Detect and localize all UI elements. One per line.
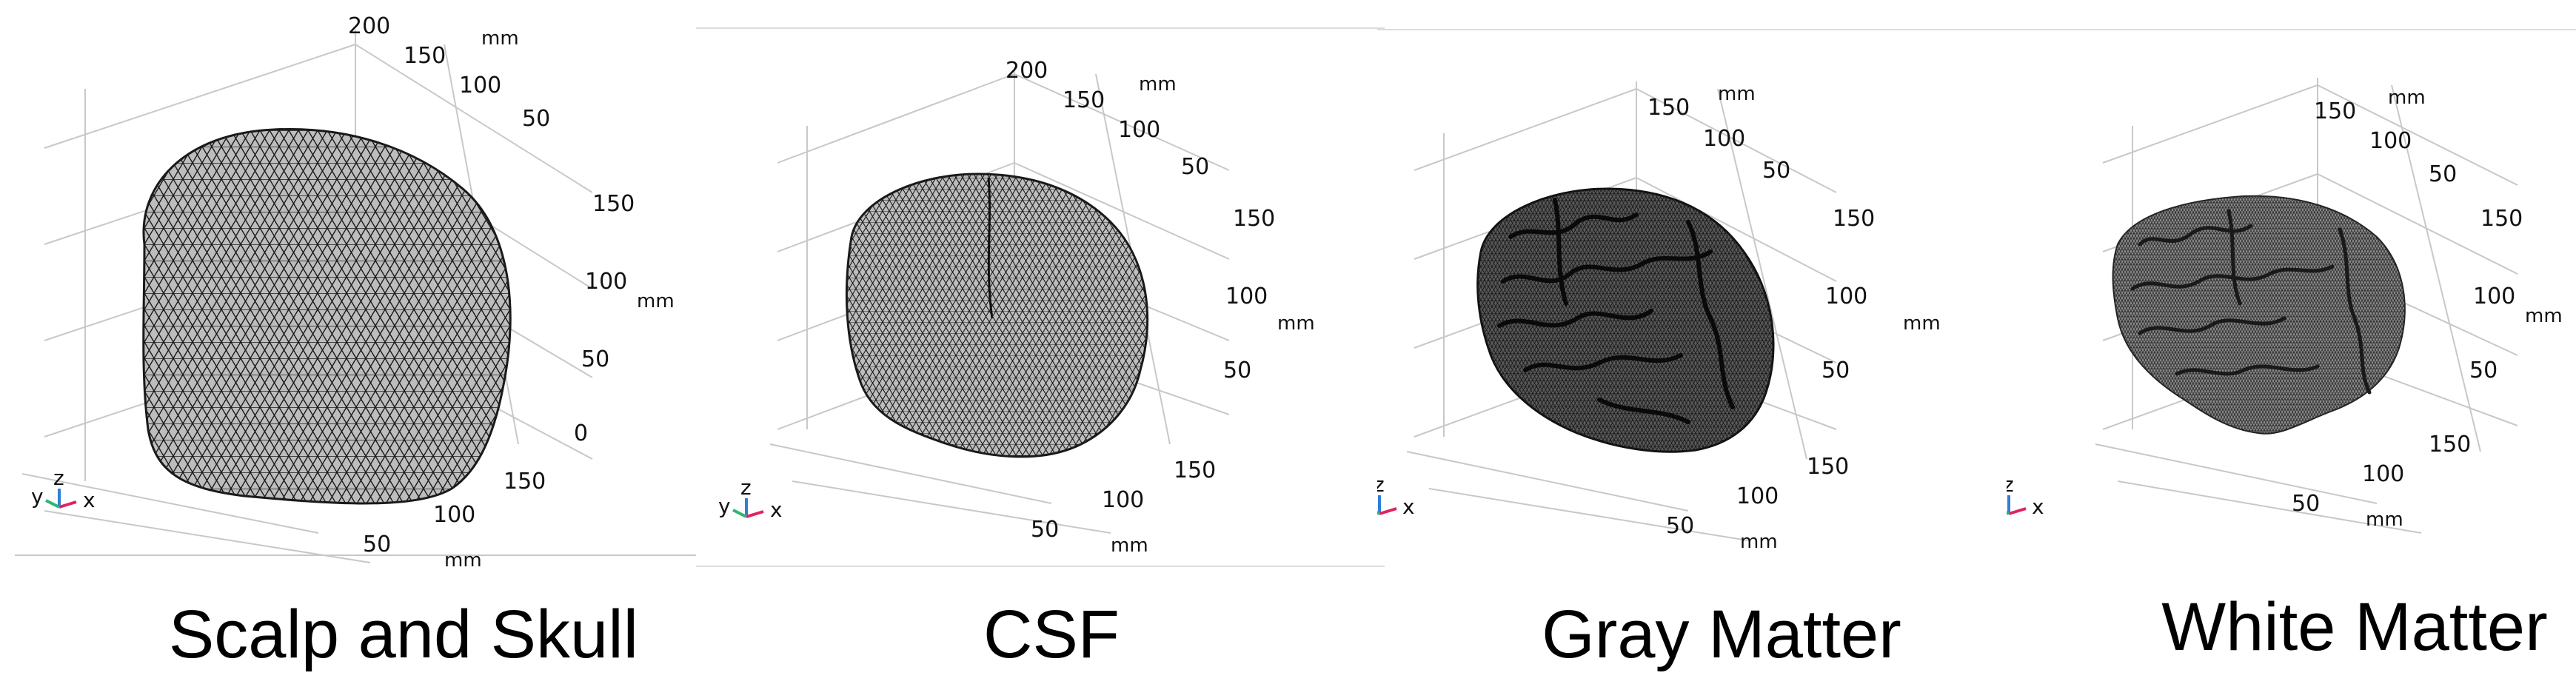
scalp-skull-mesh (142, 127, 512, 505)
white-matter-mesh (2112, 195, 2406, 435)
unit-right: mm (2525, 305, 2563, 327)
tick-bottom-1: 100 (433, 502, 475, 528)
plot-scalp-skull: 200 150 100 50 mm 150 100 mm 50 0 150 10… (15, 13, 696, 572)
unit-right: mm (637, 290, 675, 312)
tick-bottom-2: 50 (363, 532, 391, 557)
tick-right-2: 50 (1821, 358, 1850, 383)
tick-top-0: 150 (1647, 95, 1690, 121)
triad-z-label: z (53, 466, 64, 490)
tick-top-0: 150 (2314, 98, 2356, 124)
axis-triad: y z x (2007, 472, 2044, 519)
tick-right-3: 0 (574, 420, 588, 446)
tick-bottom-2: 50 (1666, 513, 1694, 539)
caption-white-matter: White Matter (2161, 589, 2548, 665)
tick-right-1: 100 (2473, 284, 2515, 309)
tick-top-2: 50 (2429, 161, 2457, 187)
unit-top: mm (1718, 83, 1756, 105)
tick-top-1: 150 (404, 43, 446, 69)
unit-right: mm (1277, 312, 1315, 335)
gray-matter-mesh (1476, 187, 1775, 453)
tick-bottom-2: 50 (2292, 491, 2320, 517)
unit-bottom: mm (444, 549, 482, 572)
tick-right-0: 150 (592, 191, 635, 217)
axis-triad: y z x (1377, 472, 1415, 519)
tick-bottom-0: 150 (504, 469, 546, 495)
triad-z-label: z (740, 475, 752, 500)
panel-scalp-skull: 200 150 100 50 mm 150 100 mm 50 0 150 10… (0, 0, 703, 687)
axis-triad: y z x (31, 466, 96, 512)
tick-right-1: 100 (1825, 284, 1867, 309)
tick-bottom-1: 100 (2362, 461, 2404, 487)
tick-right-0: 150 (2480, 206, 2523, 232)
unit-top: mm (481, 27, 519, 50)
plot-gray-matter: 150 100 50 mm 150 100 mm 50 150 100 50 m… (1377, 29, 2007, 553)
unit-bottom: mm (1740, 531, 1778, 553)
tick-right-0: 150 (1233, 206, 1275, 232)
tick-right-2: 50 (2469, 358, 2498, 383)
unit-top: mm (1139, 73, 1177, 95)
tick-top-1: 100 (1703, 126, 1745, 152)
tick-top-3: 50 (1181, 154, 1209, 180)
unit-bottom: mm (2366, 509, 2403, 531)
caption-csf: CSF (983, 597, 1120, 672)
unit-right: mm (1903, 312, 1941, 335)
panel-csf: 200 150 100 50 mm 150 100 mm 50 150 100 … (696, 0, 1385, 687)
tick-bottom-0: 150 (1174, 458, 1216, 483)
triad-y-label: y (718, 494, 731, 518)
triad-z-label: z (2007, 472, 2014, 497)
triad-x-label: x (83, 488, 96, 512)
panel-white-matter: 150 100 50 mm 150 100 mm 50 150 100 50 m… (2007, 0, 2576, 687)
plot-csf: 200 150 100 50 mm 150 100 mm 50 150 100 … (696, 27, 1385, 567)
plot-white-matter: 150 100 50 mm 150 100 mm 50 150 100 50 m… (2007, 29, 2576, 534)
tick-bottom-1: 100 (1736, 483, 1779, 509)
tick-right-2: 50 (1223, 358, 1251, 383)
triad-x-label: x (1402, 495, 1415, 519)
panel-gray-matter: 150 100 50 mm 150 100 mm 50 150 100 50 m… (1377, 0, 2007, 687)
tick-top-1: 100 (2369, 128, 2412, 154)
tick-right-0: 150 (1833, 206, 1875, 232)
tick-bottom-0: 150 (1807, 454, 1849, 480)
csf-mesh (845, 172, 1149, 458)
triad-x-label: x (2032, 495, 2044, 519)
tick-top-0: 200 (348, 13, 390, 39)
triad-z-label: z (1377, 472, 1385, 497)
triad-x-label: x (770, 497, 783, 522)
tick-right-1: 100 (585, 269, 627, 295)
tick-top-1: 150 (1063, 87, 1105, 113)
axis-triad: y z x (718, 475, 783, 522)
tick-top-3: 50 (522, 106, 550, 132)
tick-top-2: 100 (459, 73, 501, 98)
triad-y-label: y (31, 484, 44, 509)
unit-bottom: mm (1111, 534, 1148, 557)
caption-gray-matter: Gray Matter (1542, 597, 1901, 672)
tick-top-2: 100 (1118, 117, 1160, 143)
tick-bottom-0: 150 (2429, 432, 2471, 458)
tick-bottom-1: 100 (1102, 487, 1144, 513)
tick-top-0: 200 (1006, 58, 1048, 84)
caption-scalp-skull: Scalp and Skull (168, 597, 639, 672)
unit-top: mm (2388, 87, 2426, 109)
tick-bottom-2: 50 (1031, 517, 1059, 543)
tick-right-2: 50 (581, 346, 609, 372)
tick-top-2: 50 (1762, 158, 1790, 184)
tick-right-1: 100 (1225, 284, 1268, 309)
